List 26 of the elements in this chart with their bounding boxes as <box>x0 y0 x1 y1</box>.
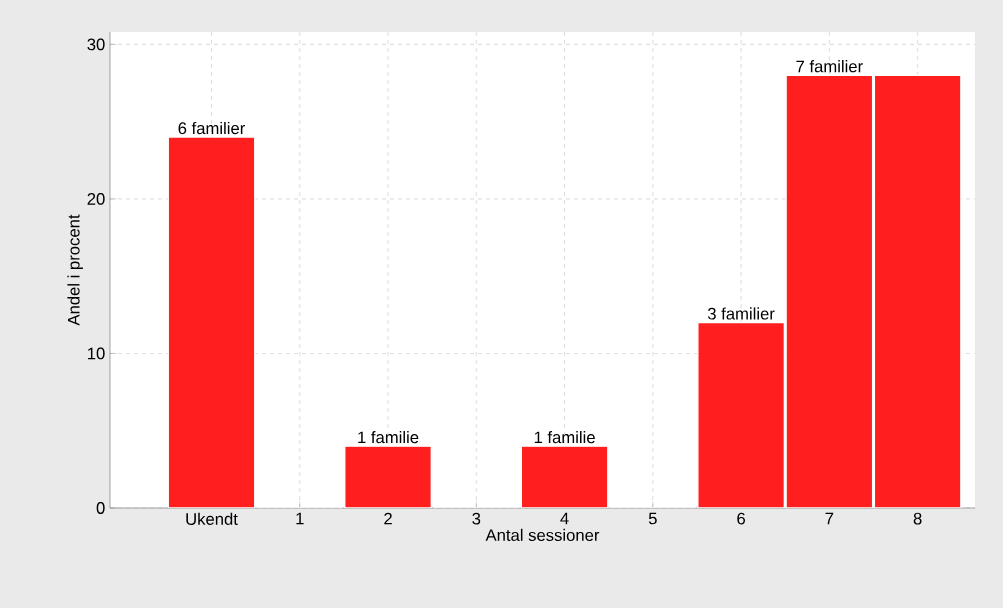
bar <box>344 445 432 508</box>
bar <box>873 74 962 508</box>
x-tick-label: 2 <box>384 512 392 525</box>
annotation: 6 familier <box>178 121 246 135</box>
x-tick-label: 1 <box>296 512 304 525</box>
bar <box>785 74 874 508</box>
annotation: 3 familier <box>707 307 775 320</box>
y-tick-label: 10 <box>88 347 105 360</box>
bar <box>520 445 609 508</box>
bar <box>697 321 786 508</box>
x-axis-title: Antal sessioner <box>485 528 600 542</box>
bar <box>167 136 256 508</box>
y-tick-label: 30 <box>87 38 105 51</box>
annotation: 1 familie <box>358 431 419 444</box>
x-tick-label: 4 <box>560 512 569 525</box>
y-tick-label: 0 <box>96 502 105 514</box>
annotation: 7 familier <box>796 60 863 73</box>
x-tick-label: 3 <box>472 512 481 525</box>
x-tick-label: 8 <box>913 512 922 525</box>
annotation: 1 familie <box>534 431 595 444</box>
x-tick-label: 5 <box>648 512 657 525</box>
y-tick-label: 20 <box>87 193 105 205</box>
x-tick-label: 6 <box>737 512 745 525</box>
y-axis-title: Andel i procent <box>67 214 83 326</box>
x-tick-label: 7 <box>825 512 834 525</box>
x-tick-label: Ukendt <box>186 512 238 525</box>
